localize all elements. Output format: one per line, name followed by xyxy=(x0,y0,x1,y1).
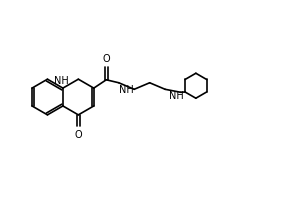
Text: NH: NH xyxy=(54,76,69,86)
Text: O: O xyxy=(74,130,82,140)
Text: NH: NH xyxy=(119,85,134,95)
Text: NH: NH xyxy=(169,91,183,101)
Text: O: O xyxy=(103,54,110,64)
